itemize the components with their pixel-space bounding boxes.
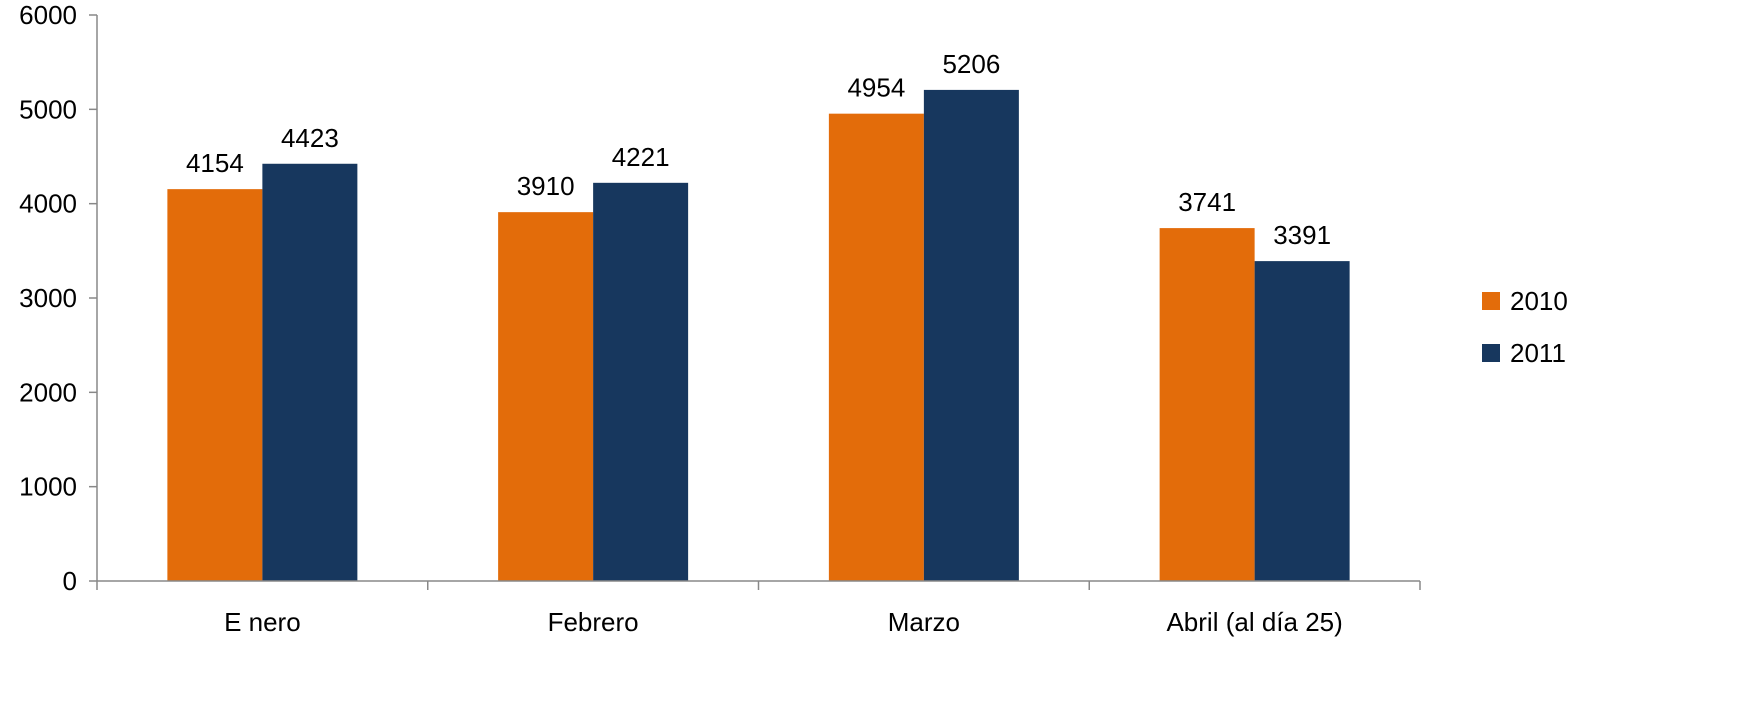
- y-tick-label: 0: [63, 566, 77, 596]
- x-tick-label: Febrero: [548, 607, 639, 637]
- bar-2011-1: [593, 182, 689, 581]
- x-tick-label: E nero: [224, 607, 301, 637]
- y-axis-ticks: 0 1000 2000 3000 4000 5000 6000: [19, 0, 98, 596]
- bars: [167, 89, 1350, 581]
- data-label-2010-1: 3910: [517, 171, 575, 201]
- legend-swatch-2010: [1482, 292, 1500, 310]
- bar-2010-3: [1159, 228, 1255, 581]
- legend: 2010 2011: [1482, 286, 1568, 368]
- data-label-2011-1: 4221: [612, 142, 670, 172]
- bar-2010-0: [167, 189, 263, 581]
- bar-2011-3: [1254, 261, 1350, 581]
- y-tick-label: 1000: [19, 472, 77, 502]
- x-axis: E nero Febrero Marzo Abril (al día 25): [96, 580, 1421, 637]
- x-tick-label: Marzo: [888, 607, 960, 637]
- data-label-2011-2: 5206: [942, 49, 1000, 79]
- y-tick-label: 3000: [19, 283, 77, 313]
- bar-2010-2: [828, 113, 924, 581]
- legend-label-2011: 2011: [1510, 338, 1566, 368]
- y-tick-label: 5000: [19, 94, 77, 124]
- y-tick-label: 4000: [19, 189, 77, 219]
- data-label-2010-2: 4954: [847, 73, 905, 103]
- bar-2011-0: [262, 163, 358, 581]
- bar-2011-2: [923, 89, 1019, 581]
- y-tick-label: 6000: [19, 0, 77, 30]
- data-labels: 4154 4423 3910 4221 4954 5206 3741 3391: [186, 49, 1331, 250]
- y-tick-label: 2000: [19, 377, 77, 407]
- bar-2010-1: [498, 212, 594, 581]
- data-label-2011-3: 3391: [1273, 220, 1331, 250]
- data-label-2010-3: 3741: [1178, 187, 1236, 217]
- x-tick-label: Abril (al día 25): [1166, 607, 1342, 637]
- legend-swatch-2011: [1482, 344, 1500, 362]
- data-label-2010-0: 4154: [186, 148, 244, 178]
- legend-label-2010: 2010: [1510, 286, 1568, 316]
- data-label-2011-0: 4423: [281, 123, 339, 153]
